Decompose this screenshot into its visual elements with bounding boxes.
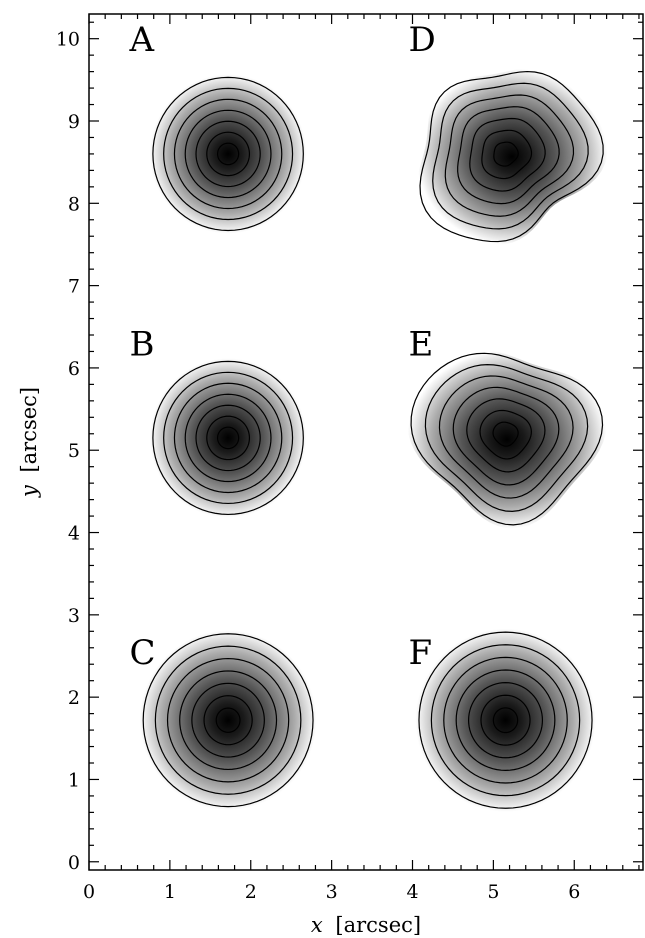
y-tick-label: 9 [68,111,80,133]
panel-f: F [408,628,596,812]
y-axis-unit: [arcsec] [17,387,41,473]
contour-line [206,415,251,461]
x-axis-var: x [311,913,323,937]
contour-line [424,364,589,513]
ticks-layer [88,14,643,870]
panel-label-d: D [408,20,435,60]
contour-line [173,382,283,494]
intensity-fill [149,74,307,234]
contour-line [166,657,290,783]
plot-frame [88,13,644,871]
contour-line [179,670,278,771]
intensity-fill [149,358,307,518]
panel-a: A [128,20,307,234]
contour-line [206,131,251,177]
panel-e: E [407,325,607,529]
y-tick-label: 4 [68,523,80,545]
x-tick-label: 3 [326,881,338,903]
contour-line [410,352,604,526]
y-tick-label: 5 [68,440,80,462]
contour-line [203,695,253,746]
y-axis-label: y [arcsec] [17,387,41,498]
contour-line [419,70,604,243]
contour-line [444,94,575,217]
contour-line [216,426,240,450]
panel-c: C [129,630,317,811]
contour-line [215,707,241,733]
y-tick-label: 7 [68,276,80,298]
intensity-fill [415,628,596,812]
y-axis-var: y [17,484,41,498]
contour-line [184,109,272,199]
tick-labels-layer: 0 1 2 3 4 5 6 0 1 2 3 4 5 6 7 8 9 10 [56,29,580,903]
panel-b: B [129,325,307,518]
panel-label-c: C [129,633,155,673]
panels-layer: A B C D E F [128,20,608,812]
x-tick-label: 5 [487,881,499,903]
contour-line [191,682,265,758]
x-tick-label: 6 [568,881,580,903]
y-tick-label: 10 [56,29,80,51]
contour-line [152,360,304,516]
contour-line [173,98,283,210]
x-tick-label: 4 [406,881,418,903]
contour-line [481,129,533,180]
contour-line [163,371,294,505]
contour-line [492,707,519,734]
contour-line [142,633,314,808]
contour-line [184,393,272,483]
contour-line [443,656,568,784]
y-tick-label: 3 [68,605,80,627]
contour-line [195,404,261,472]
contour-line [467,682,544,759]
contour-line [418,631,593,809]
contour-line [455,669,556,772]
contour-line [430,644,581,797]
x-axis-label: x [arcsec] [311,913,421,937]
contour-line [152,76,304,232]
x-tick-label: 1 [164,881,176,903]
y-tick-label: 8 [68,193,80,215]
x-tick-label: 2 [245,881,257,903]
contour-line [438,375,574,499]
y-tick-label: 1 [68,769,80,791]
intensity-fill [139,630,317,811]
contour-line [480,694,531,746]
intensity-fill [416,68,608,246]
panel-label-e: E [408,325,433,365]
y-tick-label: 2 [68,687,80,709]
x-tick-label: 0 [83,881,95,903]
contour-line [216,142,240,166]
contour-line [163,87,294,221]
contour-line [469,117,546,192]
y-tick-label: 6 [68,358,80,380]
contour-line [479,409,532,460]
contour-line [457,106,560,205]
contour-line [195,120,261,188]
contour-line [466,398,546,473]
contour-line [452,386,560,486]
y-tick-label: 0 [68,852,80,874]
intensity-fill [407,350,607,529]
panel-d: D [408,20,608,246]
contour-line [492,421,519,447]
contour-line [154,645,302,795]
panel-label-b: B [129,325,154,365]
contour-line [432,82,589,230]
panel-label-f: F [408,633,432,673]
contour-line [493,141,519,167]
x-axis-unit: [arcsec] [335,913,421,937]
panel-label-a: A [128,20,154,60]
